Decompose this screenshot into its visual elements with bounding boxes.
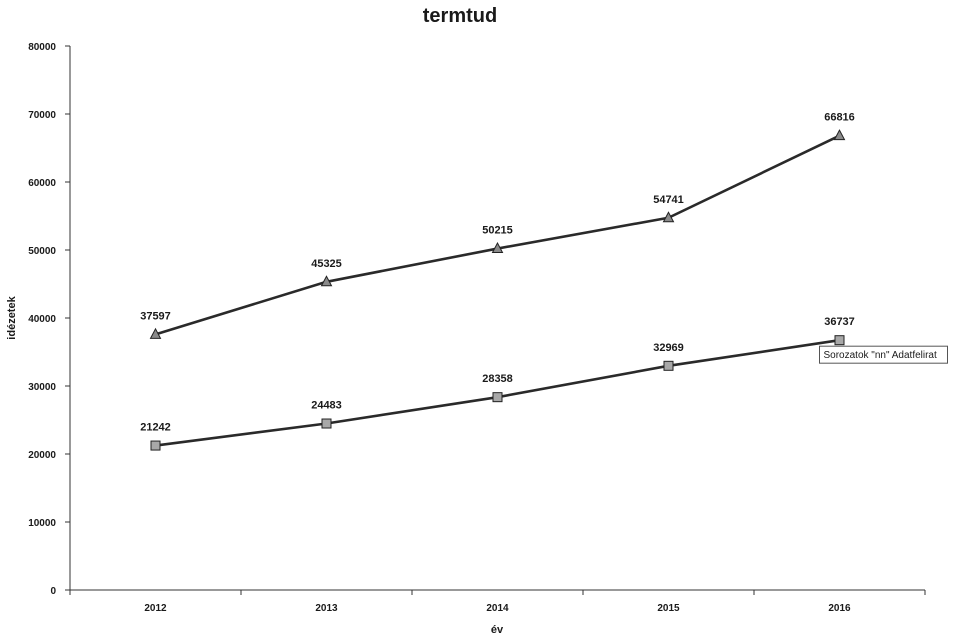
y-tick-label: 70000	[28, 110, 56, 121]
data-value-label: 36737	[824, 316, 855, 328]
data-point-square	[834, 335, 845, 346]
x-axis-label: év	[491, 624, 504, 636]
y-tick-label: 60000	[28, 178, 56, 189]
y-tick-label: 40000	[28, 314, 56, 325]
data-value-label: 45325	[311, 258, 342, 270]
data-value-label: 54741	[653, 194, 684, 206]
y-axis-label: idézetek	[6, 295, 18, 339]
data-point-square	[321, 418, 332, 429]
axes: 0 10000 20000 30000 40000 50000 60000 70000 8000…	[28, 42, 926, 614]
x-tick-label: 2015	[657, 603, 680, 614]
tooltip-text: Sorozatok "nn" Adatfelirat	[824, 350, 937, 361]
y-tick-label: 10000	[28, 518, 56, 529]
series-layer	[149, 129, 846, 451]
data-labels: 37597 45325 50215 54741 66816 21242 24483 28358…	[140, 112, 855, 434]
data-point-square	[663, 360, 674, 371]
tooltip-box	[819, 345, 948, 364]
x-tick-label: 2012	[144, 603, 167, 614]
data-value-label: 28358	[482, 373, 513, 385]
x-tick-label: 2016	[828, 603, 851, 614]
x-tick-label: 2013	[315, 603, 338, 614]
tooltip-layer: Sorozatok "nn" Adatfelirat	[819, 345, 948, 364]
data-value-label: 32969	[653, 342, 684, 354]
data-value-label: 50215	[482, 225, 513, 237]
chart-title: termtud	[423, 5, 497, 27]
data-point-square	[492, 392, 503, 403]
y-tick-label: 50000	[28, 246, 56, 257]
data-value-label: 66816	[824, 112, 855, 124]
data-point-triangle	[320, 275, 333, 287]
x-tick-label: 2014	[486, 603, 509, 614]
data-point-triangle	[149, 327, 162, 339]
data-point-triangle	[662, 211, 675, 223]
y-tick-label: 80000	[28, 42, 56, 53]
data-point-triangle	[833, 129, 846, 141]
y-tick-label: 20000	[28, 450, 56, 461]
data-value-label: 21242	[140, 422, 171, 434]
y-tick-label: 0	[50, 586, 56, 597]
data-point-triangle	[491, 241, 504, 254]
data-point-square	[150, 440, 161, 451]
y-tick-label: 30000	[28, 382, 56, 393]
data-value-label: 37597	[140, 310, 171, 322]
data-value-label: 24483	[311, 400, 342, 412]
